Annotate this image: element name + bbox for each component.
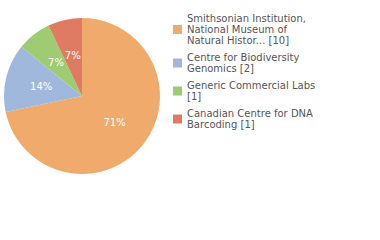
svg-text:Smithsonian Institution,: Smithsonian Institution, bbox=[187, 13, 309, 24]
svg-text:Barcoding [1]: Barcoding [1] bbox=[187, 119, 255, 130]
svg-text:7%: 7% bbox=[65, 50, 81, 61]
svg-text:Generic Commercial Labs: Generic Commercial Labs bbox=[187, 80, 318, 91]
svg-text:Canadian Centre for DNA: Canadian Centre for DNA bbox=[187, 108, 316, 119]
svg-text:7%: 7% bbox=[48, 57, 64, 68]
svg-text:Genomics [2]: Genomics [2] bbox=[187, 63, 254, 74]
svg-text:Natural Histor... [10]: Natural Histor... [10] bbox=[187, 35, 289, 46]
svg-text:Centre for Biodiversity: Centre for Biodiversity bbox=[187, 52, 303, 63]
svg-text:71%: 71% bbox=[103, 117, 125, 128]
svg-text:National Museum of: National Museum of bbox=[187, 24, 290, 35]
svg-text:[1]: [1] bbox=[187, 91, 201, 102]
svg-text:14%: 14% bbox=[30, 81, 52, 92]
